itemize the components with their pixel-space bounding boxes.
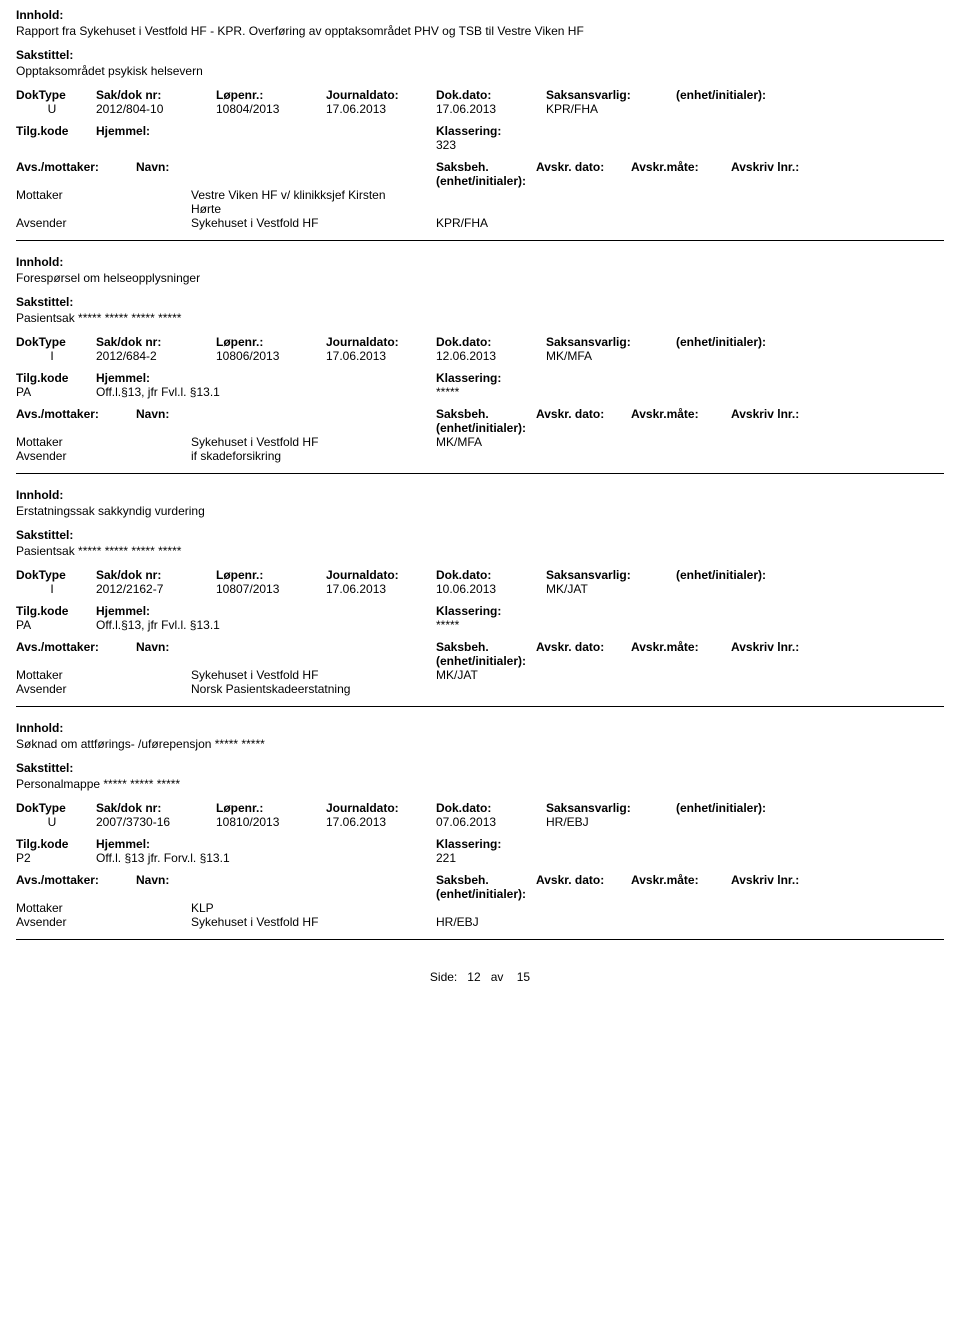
journal-record: Innhold: Erstatningssak sakkyndig vurder… [16,488,944,696]
party-name: Vestre Viken HF v/ klinikksjef Kirsten [191,188,436,202]
val-klassering: 323 [436,138,586,152]
col-journaldato: Journaldato: [326,88,436,102]
party-row: Mottaker Sykehuset i Vestfold HF MK/MFA [16,435,944,449]
col-sakdok: Sak/dok nr: [96,88,216,102]
party-row: Mottaker KLP [16,901,944,915]
val-saksansvarlig: KPR/FHA [546,102,676,116]
col-dokdato: Dok.dato: [436,88,546,102]
footer-total: 15 [517,970,530,984]
meta-header-row: DokType Sak/dok nr: Løpenr.: Journaldato… [16,801,944,815]
col-saksbeh: Saksbeh.(enhet/initialer): [436,160,536,188]
meta-value-row: I 2012/684-2 10806/2013 17.06.2013 12.06… [16,349,944,363]
innhold-text: Rapport fra Sykehuset i Vestfold HF - KP… [16,24,944,38]
col-saksansvarlig: Saksansvarlig: [546,88,676,102]
col-avskrivlnr: Avskriv lnr.: [731,160,831,188]
val-doktype: U [16,102,96,116]
hjemmel-value-row: PA Off.l.§13, jfr Fvl.l. §13.1 ***** [16,618,944,632]
val-dokdato: 17.06.2013 [436,102,546,116]
footer-page: 12 [467,970,480,984]
hjemmel-value-row: P2 Off.l. §13 jfr. Forv.l. §13.1 221 [16,851,944,865]
val-lopenr: 10804/2013 [216,102,326,116]
innhold-text: Forespørsel om helseopplysninger [16,271,944,285]
val-journaldato: 17.06.2013 [326,102,436,116]
footer-av-label: av [491,970,504,984]
col-tilgkode: Tilg.kode [16,124,96,138]
sakstittel-text: Pasientsak ***** ***** ***** ***** [16,544,944,558]
sakstittel-label: Sakstittel: [16,528,944,542]
record-separator [16,706,944,707]
val-hjemmel [96,138,436,152]
party-row: Avsender Sykehuset i Vestfold HF KPR/FHA [16,216,944,230]
val-tilgkode [16,138,96,152]
record-separator [16,939,944,940]
meta-value-row: I 2012/2162-7 10807/2013 17.06.2013 10.0… [16,582,944,596]
party-header-row: Avs./mottaker: Navn: Saksbeh.(enhet/init… [16,160,944,188]
sakstittel-text: Pasientsak ***** ***** ***** ***** [16,311,944,325]
meta-value-row: U 2012/804-10 10804/2013 17.06.2013 17.0… [16,102,944,116]
party-name: Sykehuset i Vestfold HF [191,216,436,230]
sakstittel-label: Sakstittel: [16,48,944,62]
party-role: Mottaker [16,188,136,202]
val-sakdok: 2012/804-10 [96,102,216,116]
innhold-label: Innhold: [16,255,944,269]
col-klassering: Klassering: [436,124,586,138]
party-row: Avsender Norsk Pasientskadeerstatning [16,682,944,696]
innhold-label: Innhold: [16,488,944,502]
party-saksbeh [436,188,536,202]
journal-record: Innhold: Søknad om attførings- /uførepen… [16,721,944,929]
party-saksbeh: KPR/FHA [436,216,536,230]
page-footer: Side: 12 av 15 [16,970,944,984]
meta-value-row: U 2007/3730-16 10810/2013 17.06.2013 07.… [16,815,944,829]
sakstittel-text: Personalmappe ***** ***** ***** [16,777,944,791]
party-role: Avsender [16,216,136,230]
party-row-cont: Hørte [16,202,944,216]
party-row: Avsender if skadeforsikring [16,449,944,463]
meta-header-row: DokType Sak/dok nr: Løpenr.: Journaldato… [16,335,944,349]
party-header-row: Avs./mottaker: Navn: Saksbeh.(enhet/init… [16,873,944,901]
col-lopenr: Løpenr.: [216,88,326,102]
party-row: Mottaker Sykehuset i Vestfold HF MK/JAT [16,668,944,682]
record-separator [16,240,944,241]
col-avskrdato: Avskr. dato: [536,160,631,188]
hjemmel-header-row: Tilg.kode Hjemmel: Klassering: [16,124,944,138]
hjemmel-header-row: Tilg.kode Hjemmel: Klassering: [16,837,944,851]
innhold-label: Innhold: [16,8,944,22]
sakstittel-label: Sakstittel: [16,761,944,775]
party-header-row: Avs./mottaker: Navn: Saksbeh.(enhet/init… [16,640,944,668]
hjemmel-value-row: PA Off.l.§13, jfr Fvl.l. §13.1 ***** [16,385,944,399]
meta-header-row: DokType Sak/dok nr: Løpenr.: Journaldato… [16,568,944,582]
footer-side-label: Side: [430,970,457,984]
meta-header-row: DokType Sak/dok nr: Løpenr.: Journaldato… [16,88,944,102]
col-enhet: (enhet/initialer): [676,88,816,102]
journal-record: Innhold: Rapport fra Sykehuset i Vestfol… [16,8,944,230]
innhold-text: Søknad om attførings- /uførepensjon ****… [16,737,944,751]
col-navn: Navn: [136,160,191,188]
hjemmel-header-row: Tilg.kode Hjemmel: Klassering: [16,604,944,618]
col-doktype: DokType [16,88,96,102]
party-row: Avsender Sykehuset i Vestfold HF HR/EBJ [16,915,944,929]
record-separator [16,473,944,474]
journal-record: Innhold: Forespørsel om helseopplysninge… [16,255,944,463]
col-avsmottaker: Avs./mottaker: [16,160,136,188]
col-avskrmate: Avskr.måte: [631,160,731,188]
innhold-label: Innhold: [16,721,944,735]
col-hjemmel: Hjemmel: [96,124,436,138]
val-enhet [676,102,816,116]
innhold-text: Erstatningssak sakkyndig vurdering [16,504,944,518]
party-name-cont: Hørte [191,202,436,216]
hjemmel-header-row: Tilg.kode Hjemmel: Klassering: [16,371,944,385]
party-header-row: Avs./mottaker: Navn: Saksbeh.(enhet/init… [16,407,944,435]
hjemmel-value-row: 323 [16,138,944,152]
sakstittel-label: Sakstittel: [16,295,944,309]
party-row: Mottaker Vestre Viken HF v/ klinikksjef … [16,188,944,202]
sakstittel-text: Opptaksområdet psykisk helsevern [16,64,944,78]
